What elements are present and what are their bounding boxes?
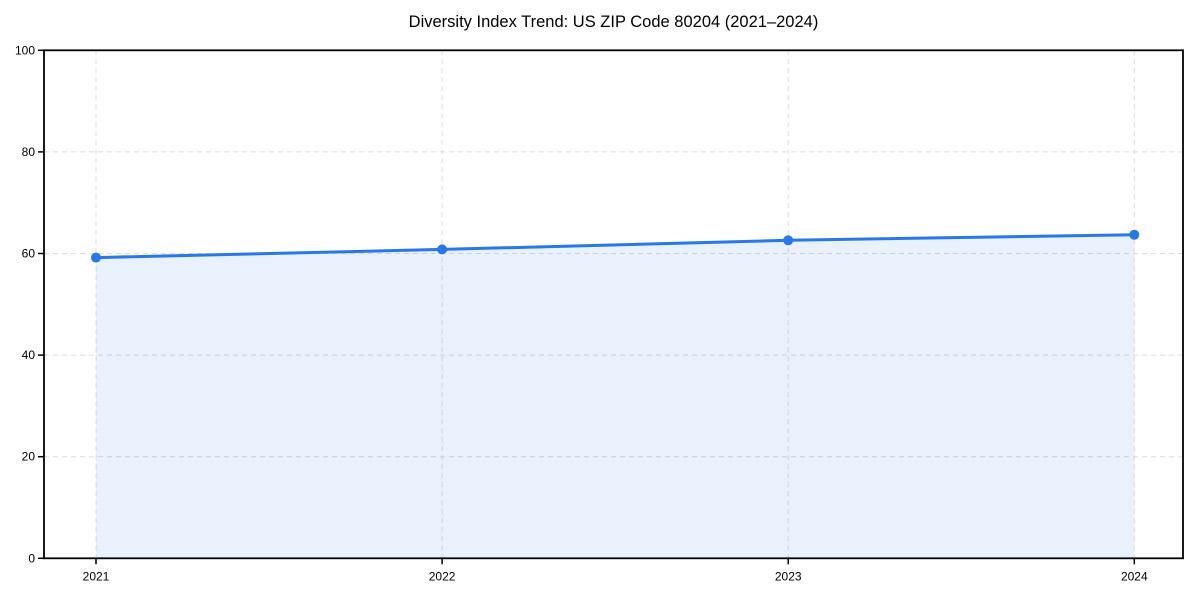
- y-tick-label: 0: [28, 551, 35, 565]
- y-tick-label: 40: [22, 348, 36, 362]
- x-tick-label: 2023: [775, 569, 802, 583]
- data-point: [1129, 229, 1140, 240]
- x-tick-label: 2022: [429, 569, 456, 583]
- x-tick-label: 2024: [1121, 569, 1148, 583]
- y-tick-label: 60: [22, 247, 36, 261]
- data-point: [783, 235, 794, 246]
- y-tick-label: 100: [15, 43, 35, 57]
- x-tick-label: 2021: [83, 569, 110, 583]
- y-tick-label: 20: [22, 450, 36, 464]
- trend-line: [94, 233, 1136, 260]
- data-point: [437, 244, 448, 255]
- data-point: [91, 252, 101, 263]
- chart-title: Diversity Index Trend: US ZIP Code 80204…: [408, 13, 819, 31]
- y-tick-label: 80: [22, 145, 36, 159]
- plot-border: [43, 49, 1184, 560]
- area-fill: [96, 234, 1135, 559]
